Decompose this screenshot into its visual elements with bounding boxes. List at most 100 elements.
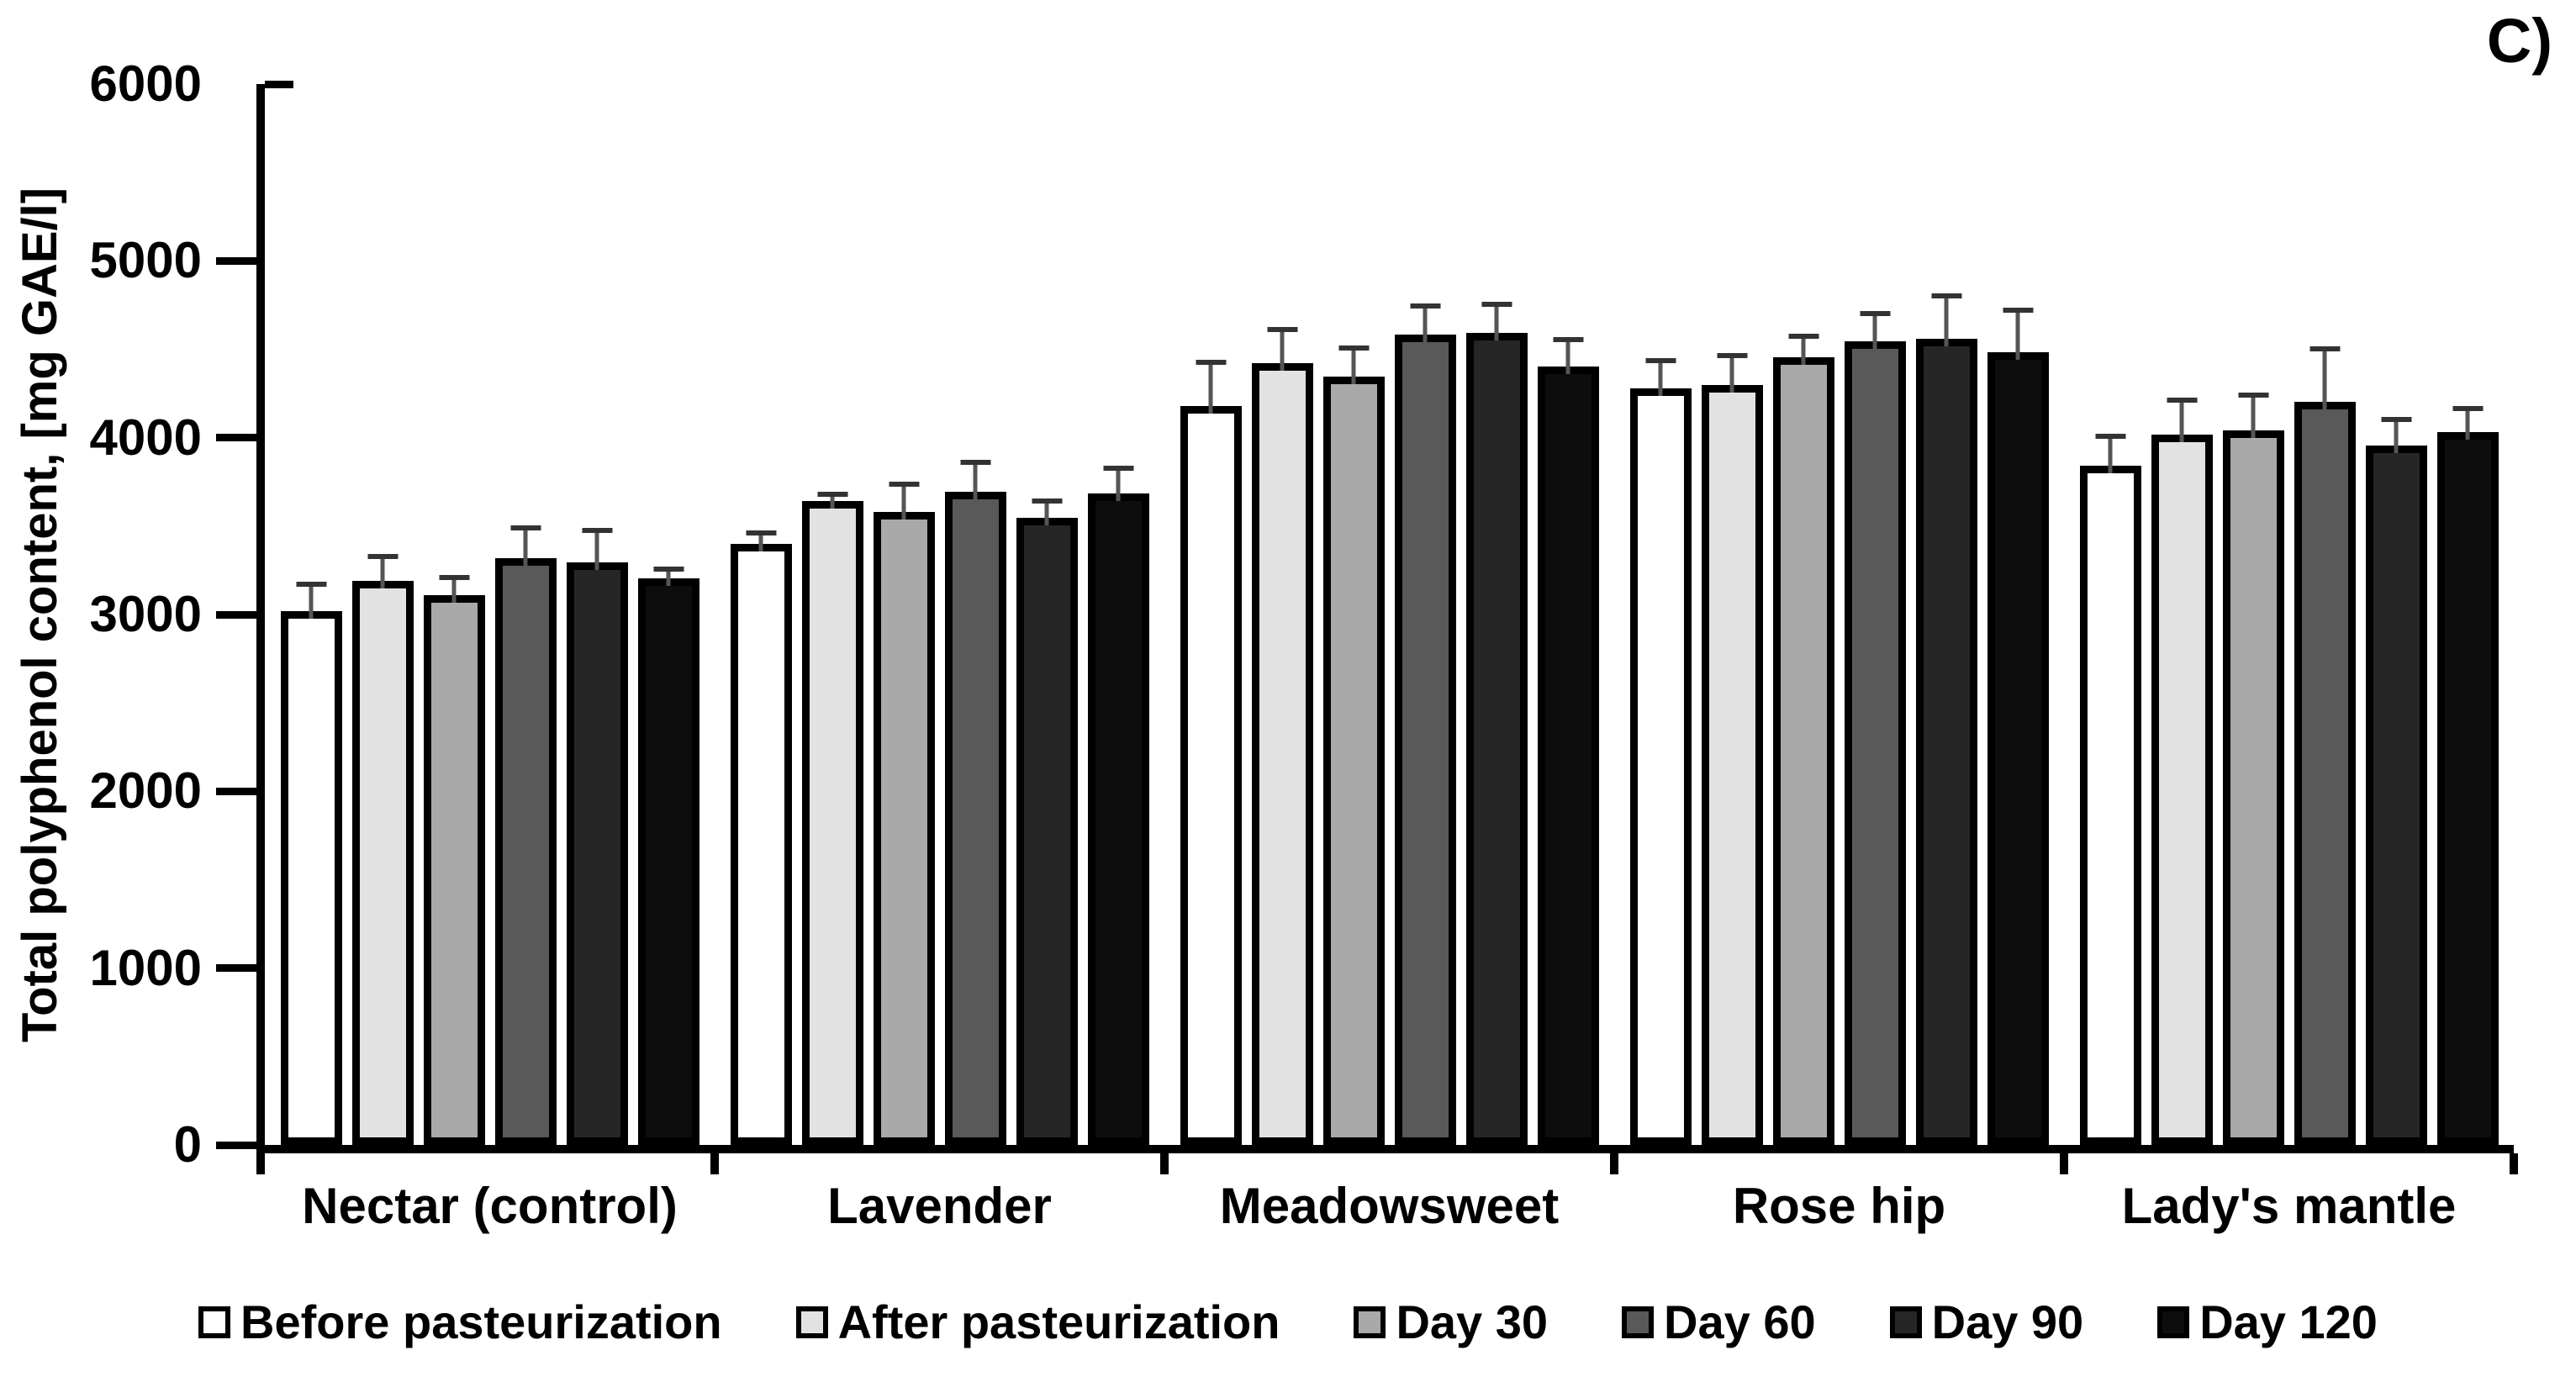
category-label: Meadowsweet [1219, 1178, 1560, 1234]
bar [2294, 346, 2356, 1145]
error-bar [746, 530, 776, 551]
error-bar-cap [1860, 310, 1890, 316]
error-bar [2452, 406, 2483, 440]
error-bar-cap [1717, 353, 1747, 359]
error-bar [653, 566, 684, 586]
y-tick-mark [216, 787, 256, 795]
y-tick-mark [265, 80, 293, 88]
error-bar [1267, 326, 1297, 372]
error-bar [960, 459, 990, 499]
error-bar-cap [2167, 397, 2197, 403]
bar [1915, 293, 1977, 1145]
bar [2079, 434, 2141, 1145]
category-label: Nectar (control) [302, 1178, 678, 1234]
legend-swatch [2157, 1306, 2190, 1338]
legend-item: After pasteurization [795, 1295, 1280, 1349]
error-bar [2095, 434, 2125, 474]
error-bar-cap [367, 554, 398, 559]
error-bar-cap [510, 525, 541, 531]
error-bar [1196, 359, 1226, 414]
y-tick-label: 6000 [89, 55, 202, 112]
error-bar-cap [1553, 337, 1583, 343]
legend: Before pasteurization After pasteurizatio… [0, 1295, 2576, 1349]
bar-group [715, 84, 1164, 1145]
error-bar [1103, 465, 1133, 501]
bar [637, 566, 699, 1145]
error-bar [889, 481, 919, 520]
bar [2436, 406, 2499, 1145]
error-bar-cap [582, 527, 612, 533]
bar [1087, 465, 1149, 1145]
error-bar [2167, 397, 2197, 442]
error-bar-cap [439, 575, 469, 581]
bar [1016, 498, 1078, 1145]
error-bar-cap [1788, 334, 1819, 340]
panel-label: C) [2486, 6, 2552, 76]
error-bar [439, 575, 469, 603]
bar-group [1614, 84, 2064, 1145]
bar [1180, 359, 1242, 1145]
error-bar-cap [1481, 302, 1512, 308]
category-label: Rose hip [1732, 1178, 1946, 1234]
bar [2151, 397, 2213, 1145]
error-bar-cap [889, 481, 919, 487]
category-labels: Nectar (control) Lavender Meadowsweet Rose … [265, 1177, 2514, 1235]
error-bar-cap [1032, 498, 1062, 504]
bar [280, 581, 342, 1145]
error-bar [1645, 357, 1676, 396]
error-bar-cap [296, 581, 326, 587]
error-bar [2309, 346, 2340, 409]
legend-label: Before pasteurization [240, 1295, 722, 1348]
legend-swatch [1354, 1306, 1386, 1338]
bar [944, 459, 1006, 1145]
error-bar-cap [1645, 357, 1676, 363]
bar [1394, 303, 1456, 1145]
error-bar [1931, 293, 1961, 346]
legend-label: Day 60 [1664, 1295, 1816, 1348]
y-tick-mark [216, 1141, 256, 1149]
x-boundary-tick [1160, 1153, 1169, 1174]
legend-item: Day 30 [1354, 1295, 1548, 1349]
x-boundary-tick [710, 1153, 719, 1174]
bar [2365, 417, 2427, 1145]
bar [730, 530, 792, 1145]
bar [1322, 345, 1385, 1145]
x-boundary-tick [2060, 1153, 2068, 1174]
error-bar [817, 492, 847, 509]
y-tick-label: 5000 [89, 232, 202, 289]
error-bar [1788, 334, 1819, 365]
error-bar-cap [2003, 307, 2033, 313]
error-bar [2381, 417, 2411, 454]
y-tick-label: 4000 [89, 409, 202, 466]
legend-swatch [1622, 1306, 1655, 1338]
legend-swatch [795, 1306, 828, 1338]
error-bar [1717, 353, 1747, 393]
legend-label: Day 120 [2199, 1295, 2378, 1348]
plot-area: 0 1000 2000 3000 4000 5000 6000 [90, 59, 2518, 1174]
error-bar-cap [1196, 359, 1226, 365]
error-bar-cap [2309, 346, 2340, 351]
error-bar [2238, 392, 2268, 439]
bar [566, 527, 628, 1145]
axis-corner-tick [256, 1153, 265, 1174]
error-bar [1481, 302, 1512, 340]
y-tick-mark [216, 610, 256, 619]
bar [1537, 337, 1599, 1145]
error-bar-cap [1338, 345, 1369, 351]
y-tick-mark [216, 964, 256, 973]
error-bar-cap [2095, 434, 2125, 440]
bar-group [1164, 84, 1614, 1145]
legend-item: Day 90 [1889, 1295, 2083, 1349]
error-bar [367, 554, 398, 588]
error-bar-cap [653, 566, 684, 572]
y-tick-mark [216, 434, 256, 442]
bar [494, 525, 557, 1145]
legend-label: Day 30 [1396, 1295, 1549, 1348]
x-boundary-tick [1610, 1153, 1618, 1174]
bar-group [265, 84, 715, 1145]
category-label: Lady's mantle [2121, 1178, 2457, 1234]
error-bar [296, 581, 326, 619]
x-boundary-tick [2510, 1153, 2518, 1174]
error-bar-cap [817, 492, 847, 498]
legend-item: Day 120 [2157, 1295, 2378, 1349]
